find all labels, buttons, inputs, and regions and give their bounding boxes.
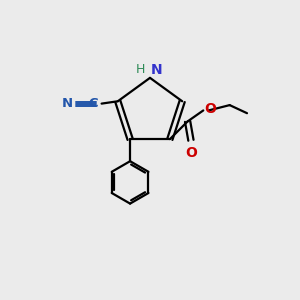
Text: N: N: [61, 97, 73, 110]
Text: N: N: [151, 63, 162, 76]
Text: C: C: [88, 97, 98, 110]
Text: O: O: [204, 102, 216, 116]
Text: O: O: [185, 146, 197, 160]
Text: H: H: [135, 63, 145, 76]
